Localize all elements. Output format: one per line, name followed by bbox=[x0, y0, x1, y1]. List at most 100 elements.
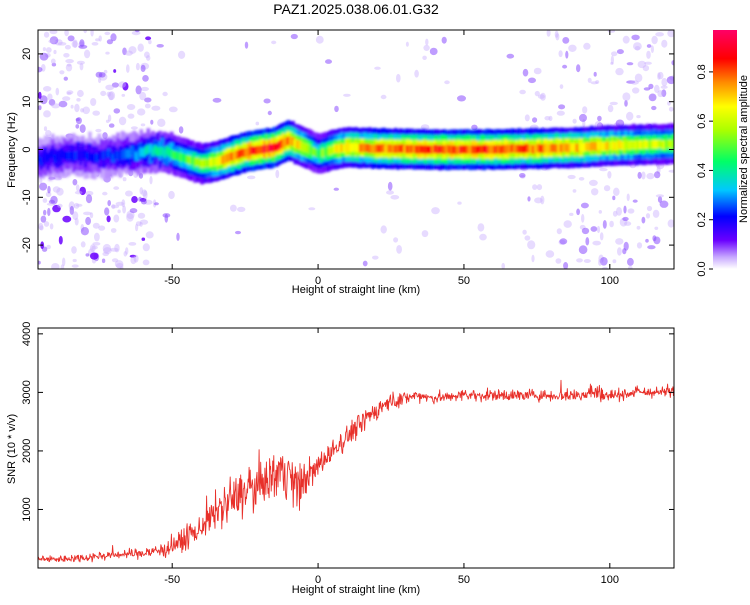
spectrogram-ridge-cell bbox=[648, 140, 652, 150]
spectrogram-ridge-cell bbox=[260, 145, 265, 154]
spectrogram-ridge-cell bbox=[50, 149, 55, 159]
spectrogram-ridge-cell bbox=[76, 152, 81, 161]
spectrogram-noise-blob bbox=[140, 86, 149, 92]
spectrogram-ridge-cell bbox=[300, 142, 305, 151]
spectrogram-ridge-cell bbox=[211, 157, 216, 167]
spectrogram-ridge-cell bbox=[216, 156, 221, 166]
spectrogram-noise-blob bbox=[153, 202, 159, 206]
spectrogram-noise-blob bbox=[610, 55, 615, 65]
spectrogram-noise-blob bbox=[607, 104, 614, 113]
spectrogram-noise-blob bbox=[628, 266, 633, 269]
spectrogram-noise-blob bbox=[157, 118, 166, 128]
spectrogram-noise-blob bbox=[623, 205, 627, 214]
spectrogram-noise-blob bbox=[308, 207, 316, 211]
spectrogram-noise-blob bbox=[45, 191, 52, 198]
spectrogram-noise-blob bbox=[100, 90, 107, 97]
spectrogram-noise-blob bbox=[544, 116, 551, 121]
spectrogram-noise-blob bbox=[52, 204, 61, 213]
spectrogram-noise-blob bbox=[648, 83, 654, 90]
spectrogram-ridge-cell bbox=[267, 143, 272, 153]
colorbar-tick-label: 0.4 bbox=[696, 163, 708, 178]
spectrogram-noise-blob bbox=[82, 106, 90, 115]
spectrogram-noise-blob bbox=[90, 252, 99, 260]
spectrogram-noise-blob bbox=[142, 75, 149, 82]
spectrogram-noise-blob bbox=[64, 44, 71, 50]
spectrogram-ridge-cell bbox=[258, 145, 263, 155]
spectrogram-noise-blob bbox=[230, 204, 237, 212]
spectrogram-ridge-cell bbox=[153, 145, 158, 154]
spectrogram-noise-blob bbox=[634, 46, 641, 51]
spectrogram-noise-blob bbox=[569, 212, 574, 216]
spectrogram-noise-blob bbox=[78, 44, 88, 49]
spectrogram-noise-blob bbox=[637, 60, 647, 69]
spectrogram-noise-blob bbox=[590, 81, 598, 85]
spectrogram-ridge-cell bbox=[57, 153, 62, 163]
spectrogram-noise-blob bbox=[524, 235, 531, 241]
spectrogram-ridge-cell bbox=[314, 148, 319, 158]
spectrogram-noise-blob bbox=[95, 38, 100, 42]
spectrogram-ridge-cell bbox=[92, 152, 97, 162]
spectrogram-noise-blob bbox=[39, 52, 49, 61]
spectrogram-ridge-cell bbox=[209, 157, 214, 167]
spectrogram-noise-blob bbox=[290, 33, 298, 40]
spectrogram-noise-blob bbox=[534, 197, 543, 204]
spectrogram-noise-blob bbox=[632, 199, 638, 203]
spectrogram-noise-blob bbox=[668, 169, 674, 173]
spectrogram-noise-blob bbox=[393, 237, 399, 243]
spectrogram-ridge-cell bbox=[515, 144, 519, 153]
spectrogram-noise-blob bbox=[107, 200, 111, 207]
spectrogram-ridge-cell bbox=[596, 141, 601, 151]
spectrogram-noise-blob bbox=[48, 99, 56, 106]
spectrogram-ridge-cell bbox=[309, 146, 314, 156]
spectrogram-ridge-cell bbox=[377, 144, 382, 153]
spectrogram-ridge-cell bbox=[566, 143, 571, 153]
spectrogram-ridge-cell bbox=[333, 144, 337, 153]
spectrogram-noise-blob bbox=[106, 215, 111, 223]
spectrogram-noise-blob bbox=[111, 204, 120, 209]
spectrogram-ridge-cell bbox=[347, 143, 351, 152]
spectrogram-noise-blob bbox=[139, 187, 144, 195]
spectrogram-ridge-cell bbox=[575, 143, 580, 153]
spectrogram-noise-blob bbox=[111, 82, 119, 88]
spectrogram-ridge-cell bbox=[235, 150, 239, 160]
spectrogram-ridge-cell bbox=[151, 147, 155, 157]
spectrogram-ridge-cell bbox=[533, 144, 538, 153]
spectrogram-ridge-cell bbox=[594, 142, 599, 151]
spectrogram-noise-blob bbox=[457, 201, 462, 205]
spectrogram-ridge-cell bbox=[123, 149, 127, 159]
spectrogram-ridge-cell bbox=[39, 157, 43, 166]
snr-plot-area bbox=[38, 379, 674, 563]
snr-x-tick-label: 100 bbox=[601, 574, 619, 586]
spectrogram-noise-blob bbox=[39, 182, 48, 191]
spectrogram-ridge-cell bbox=[505, 144, 510, 153]
spectrogram-noise-blob bbox=[645, 238, 649, 243]
spectrogram-noise-blob bbox=[519, 89, 526, 95]
spectrogram-noise-blob bbox=[528, 77, 536, 84]
spectrogram-noise-blob bbox=[178, 126, 184, 134]
spectrogram-noise-blob bbox=[244, 41, 249, 49]
spectrogram-noise-blob bbox=[131, 196, 138, 203]
spectrogram-noise-blob bbox=[563, 262, 569, 269]
spectrogram-noise-blob bbox=[612, 195, 616, 201]
spectrogram-noise-blob bbox=[630, 80, 639, 85]
spectrogram-ridge-cell bbox=[202, 159, 207, 168]
spectrogram-noise-blob bbox=[74, 217, 79, 226]
spectrogram-noise-blob bbox=[47, 207, 51, 217]
spectrogram-noise-blob bbox=[654, 226, 659, 230]
spectrogram-ridge-cell bbox=[146, 144, 151, 154]
spectrogram-noise-blob bbox=[646, 50, 651, 59]
spectrogram-noise-blob bbox=[646, 44, 652, 48]
spectrogram-ridge-cell bbox=[326, 147, 330, 156]
spectrogram-noise-blob bbox=[423, 44, 430, 52]
spectrogram-ridge-cell bbox=[368, 144, 372, 154]
spectrogram-noise-blob bbox=[527, 240, 536, 250]
spectrogram-noise-blob bbox=[168, 106, 178, 113]
spectrogram-noise-blob bbox=[562, 64, 568, 69]
spectrogram-ridge-cell bbox=[554, 144, 559, 153]
spectrogram-noise-blob bbox=[66, 90, 74, 95]
spectrogram-noise-blob bbox=[325, 59, 332, 64]
spectrogram-noise-blob bbox=[609, 101, 618, 106]
spectrogram-noise-blob bbox=[374, 66, 381, 70]
spectrogram-ridge-cell bbox=[503, 145, 508, 154]
